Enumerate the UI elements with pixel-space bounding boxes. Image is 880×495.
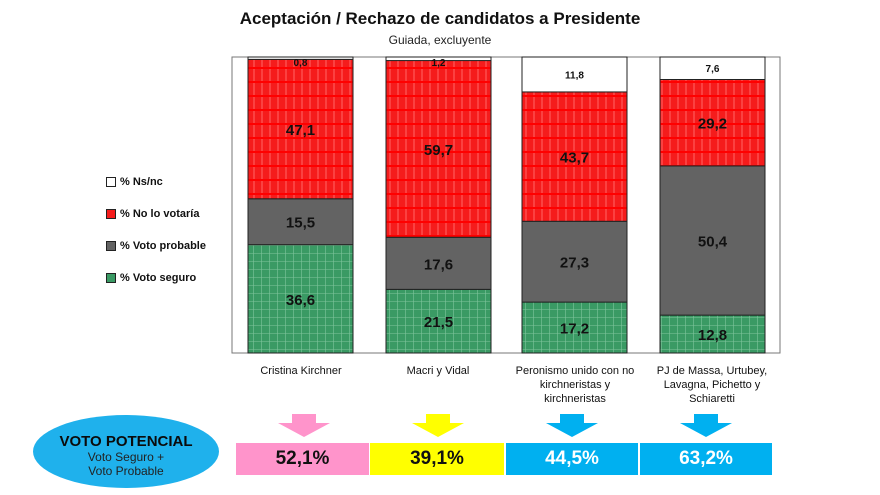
bar-segment-voto-probable <box>521 220 628 303</box>
data-label: 15,5 <box>286 215 315 232</box>
data-label: 1,2 <box>432 58 446 69</box>
data-label: 50,4 <box>698 234 728 251</box>
bar-segment-nsnc <box>385 56 492 62</box>
legend-label-voto-probable: % Voto probable <box>120 240 206 252</box>
data-label: 17,2 <box>560 321 589 338</box>
category-label-2: Macri y Vidal <box>368 364 508 378</box>
arrow-down-icon <box>278 414 330 437</box>
data-label: 36,6 <box>286 292 315 309</box>
potential-value-box: 52,1% <box>236 443 369 475</box>
bar-segment-voto-probable <box>385 236 492 290</box>
potential-value-box: 44,5% <box>506 443 638 475</box>
category-label-line: Lavagna, Pichetto y <box>663 379 761 391</box>
legend-swatch-no-lo-votaria <box>106 209 116 219</box>
category-label-1: Cristina Kirchner <box>231 364 371 378</box>
voto-potencial-badge: VOTO POTENCIAL Voto Seguro + Voto Probab… <box>33 415 219 488</box>
data-label: 12,8 <box>698 327 727 344</box>
legend-label-no-lo-votaria: % No lo votaría <box>120 208 200 220</box>
bar-segment-nsnc <box>521 56 628 93</box>
bar-segment-nsnc <box>247 56 354 60</box>
data-label: 21,5 <box>424 314 453 331</box>
voto-potencial-subtitle-1: Voto Seguro + <box>87 450 165 464</box>
data-label: 11,8 <box>565 70 584 81</box>
category-label-4: PJ de Massa, Urtubey, Lavagna, Pichetto … <box>642 364 782 406</box>
data-label: 17,6 <box>424 256 453 273</box>
legend-item-nsnc: % Ns/nc <box>106 166 206 198</box>
category-label-line: Schiaretti <box>689 393 735 405</box>
bar-segment-nsnc <box>659 56 766 80</box>
arrow-down-icon <box>412 414 464 437</box>
legend: % Ns/nc % No lo votaría % Voto probable … <box>106 166 206 294</box>
potential-value-box: 63,2% <box>640 443 772 475</box>
data-label: 29,2 <box>698 116 727 133</box>
legend-swatch-voto-probable <box>106 241 116 251</box>
legend-item-no-lo-votaria: % No lo votaría <box>106 198 206 230</box>
legend-item-voto-seguro: % Voto seguro <box>106 262 206 294</box>
legend-item-voto-probable: % Voto probable <box>106 230 206 262</box>
category-label-line: Macri y Vidal <box>406 365 470 377</box>
bar-segment-no-lo-votaria <box>385 60 492 238</box>
arrow-down-icon <box>546 414 598 437</box>
bar-segment-voto-seguro <box>247 244 354 354</box>
legend-label-nsnc: % Ns/nc <box>120 176 163 188</box>
bar-segment-voto-probable <box>659 165 766 316</box>
bar-segment-no-lo-votaria <box>521 91 628 222</box>
category-label-line: Cristina Kirchner <box>260 365 342 377</box>
voto-potencial-title: VOTO POTENCIAL <box>59 433 193 450</box>
data-label: 0,8 <box>294 58 308 69</box>
category-label-3: Peronismo unido con no kirchneristas y k… <box>505 364 645 406</box>
legend-swatch-voto-seguro <box>106 273 116 283</box>
data-label: 47,1 <box>286 122 315 139</box>
voto-potencial-subtitle-2: Voto Probable <box>88 464 164 478</box>
data-label: 43,7 <box>560 150 589 167</box>
arrow-down-icon <box>680 414 732 437</box>
category-label-line: kirchneristas <box>544 393 606 405</box>
category-label-line: Peronismo unido con no <box>515 365 635 377</box>
bar-segment-voto-seguro <box>385 288 492 354</box>
bar-segment-voto-seguro <box>521 301 628 354</box>
data-label: 59,7 <box>424 142 453 159</box>
bar-segment-voto-probable <box>247 198 354 246</box>
chart-subtitle: Guiada, excluyente <box>388 33 492 47</box>
legend-label-voto-seguro: % Voto seguro <box>120 272 197 284</box>
chart-title: Aceptación / Rechazo de candidatos a Pre… <box>239 9 641 28</box>
bar-segment-no-lo-votaria <box>247 58 354 200</box>
category-label-line: PJ de Massa, Urtubey, <box>656 365 768 377</box>
potential-value-box: 39,1% <box>370 443 504 475</box>
data-label: 7,6 <box>706 64 720 75</box>
plot-frame <box>231 56 781 354</box>
data-label: 27,3 <box>560 255 589 272</box>
bar-segment-no-lo-votaria <box>659 78 766 167</box>
legend-swatch-nsnc <box>106 177 116 187</box>
category-label-line: kirchneristas y <box>539 379 611 391</box>
